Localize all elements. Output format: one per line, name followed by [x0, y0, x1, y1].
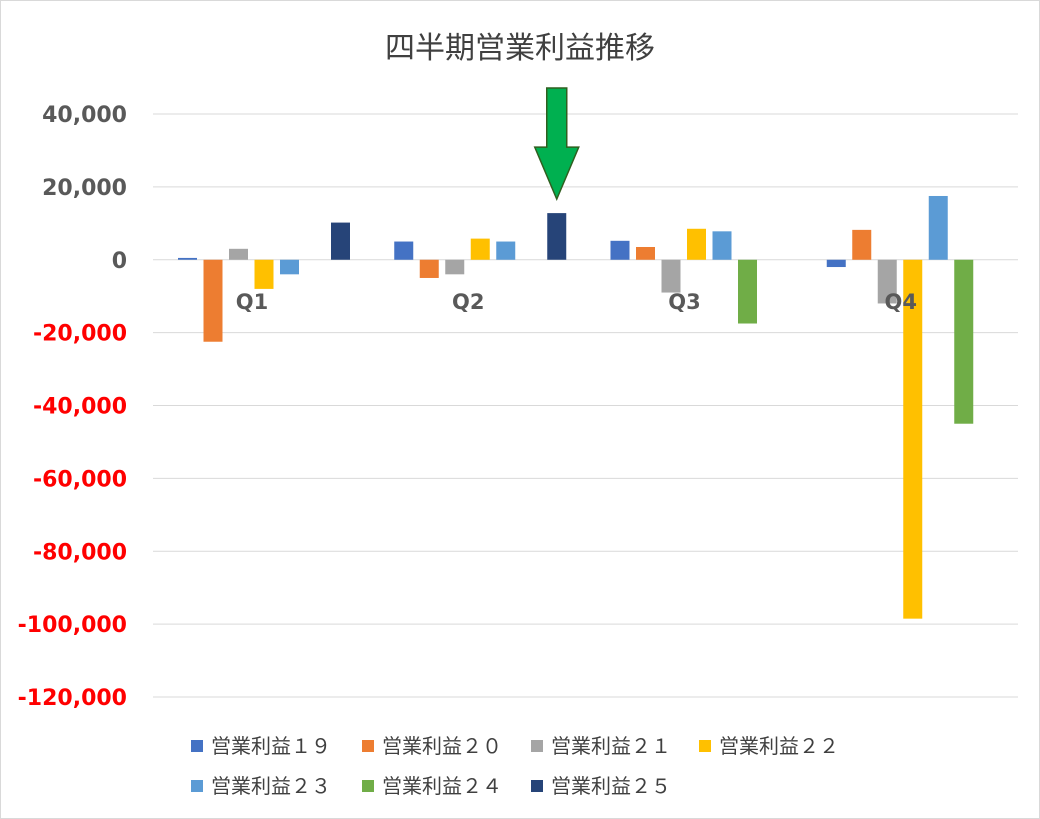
y-tick-label: -120,000 [18, 686, 127, 711]
y-tick-label: -20,000 [33, 322, 127, 347]
category-label: Q2 [452, 290, 484, 314]
bar [229, 248, 248, 260]
bar [547, 213, 567, 260]
legend-label: 営業利益２４ [382, 774, 502, 798]
y-axis-tick-labels: 40,000 20,000 0 -20,000 -40,000 -60,000 -80,00… [18, 103, 127, 711]
y-tick-label: -100,000 [18, 613, 127, 638]
bar [470, 238, 490, 260]
bar [394, 241, 414, 260]
bar [203, 259, 223, 342]
legend-swatch [362, 740, 374, 752]
y-tick-label: -40,000 [33, 395, 127, 420]
y-tick-label: 0 [112, 249, 127, 274]
bar [661, 259, 681, 293]
bar [903, 259, 923, 619]
gridlines [153, 113, 1018, 698]
y-tick-label: -60,000 [33, 467, 127, 492]
bar [954, 259, 974, 424]
legend-label: 営業利益２５ [551, 774, 671, 798]
category-label: Q4 [885, 290, 917, 314]
legend-swatch [362, 780, 374, 792]
legend-label: 営業利益２２ [719, 734, 839, 758]
legend-swatch [699, 740, 711, 752]
bar [178, 257, 197, 260]
bar [877, 259, 897, 304]
bar [496, 241, 516, 260]
green-arrow-annotation [533, 87, 580, 202]
bar [687, 228, 706, 260]
legend-swatch [531, 740, 543, 752]
bar [419, 259, 439, 278]
legend-swatch [191, 780, 203, 792]
bar [254, 259, 274, 289]
bar [445, 259, 465, 275]
bar [636, 246, 655, 260]
legend: 営業利益１９ 営業利益２０ 営業利益２１ 営業利益２２ 営業利益２３ 営業利益２４ 営業利益… [191, 734, 839, 798]
legend-swatch [531, 780, 543, 792]
category-labels: Q1 Q2 Q3 Q4 [236, 290, 917, 314]
bar [712, 231, 732, 260]
chart-title: 四半期営業利益推移 [385, 31, 655, 66]
category-label: Q1 [236, 290, 268, 314]
bar [331, 222, 350, 260]
arrow-down-icon [533, 87, 580, 202]
bar-series [178, 195, 974, 619]
legend-swatch [191, 740, 203, 752]
bar [280, 259, 299, 275]
y-tick-label: 20,000 [42, 176, 127, 201]
legend-label: 営業利益２３ [211, 774, 331, 798]
bar [610, 240, 630, 260]
legend-label: 営業利益２０ [382, 734, 502, 758]
category-label: Q3 [668, 290, 700, 314]
bar [738, 259, 757, 324]
bar [928, 195, 948, 260]
bar [826, 259, 846, 268]
y-tick-label: -80,000 [33, 540, 127, 565]
y-tick-label: 40,000 [42, 103, 127, 128]
bar [852, 229, 872, 260]
legend-label: 営業利益１９ [211, 734, 331, 758]
legend-label: 営業利益２１ [551, 734, 671, 758]
